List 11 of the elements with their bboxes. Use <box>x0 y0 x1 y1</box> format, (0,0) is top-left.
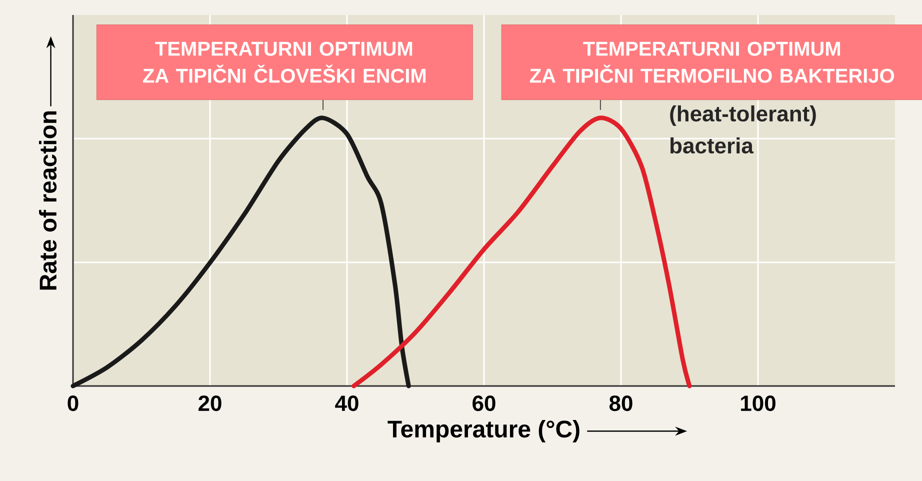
x-tick-label: 80 <box>609 396 632 412</box>
x-tick-label: 100 <box>741 396 776 412</box>
x-tick-label: 40 <box>335 396 358 412</box>
annotation: (heat-tolerant) bacteria <box>670 105 816 154</box>
annotation: TEMPERATURNI OPTIMUM ZA TIPIČNI ČLOVEŠKI ENCIM <box>143 42 426 83</box>
x-tick-label: 20 <box>198 396 222 412</box>
x-axis-title: Temperature (°C) <box>388 420 580 442</box>
x-tick-label: 60 <box>472 396 496 412</box>
x-tick-label: 0 <box>68 396 78 412</box>
annotation: TEMPERATURNI OPTIMUM ZA TIPIČNI TERMOFILNO BAKTERIJO <box>530 42 894 83</box>
y-axis-title: Rate of reaction <box>38 111 57 290</box>
